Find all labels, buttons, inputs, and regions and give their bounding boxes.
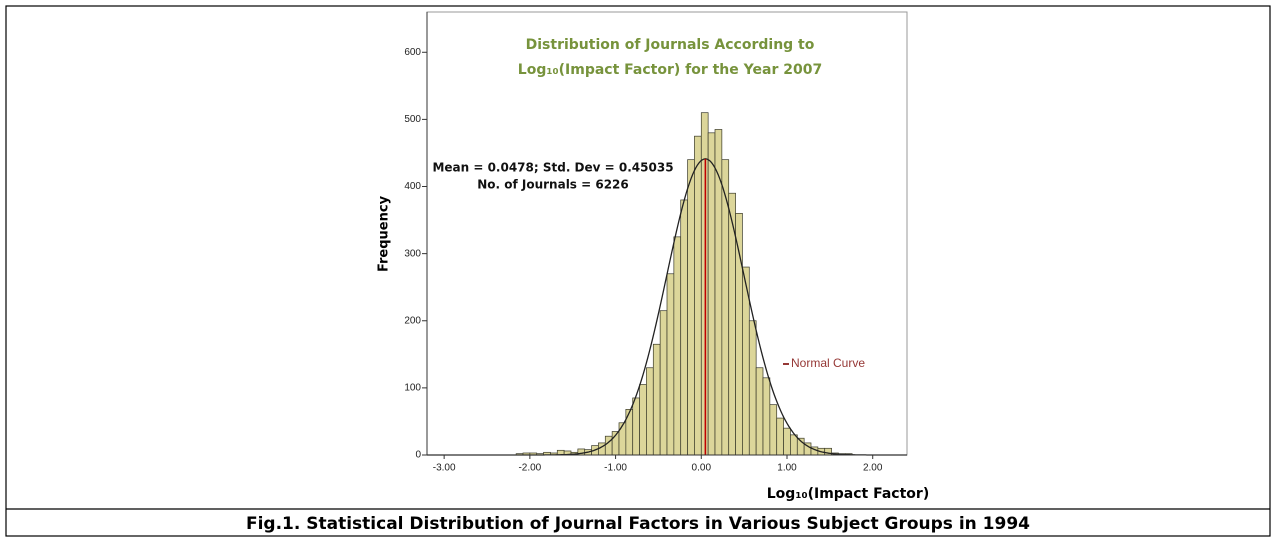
y-axis-label: Frequency — [377, 195, 392, 272]
y-tick-label: 200 — [404, 315, 421, 326]
y-tick-label: 100 — [404, 383, 421, 394]
bar — [652, 343, 661, 456]
bar — [755, 367, 764, 456]
bar — [639, 384, 647, 456]
x-tick-label: 2.00 — [863, 463, 883, 474]
legend-label: Normal Curve — [791, 356, 865, 370]
bar — [748, 320, 757, 456]
x-tick-label: 0.00 — [692, 463, 712, 474]
bar — [646, 367, 654, 456]
chart-title: Log₁₀(Impact Factor) for the Year 2007 — [518, 62, 822, 78]
y-tick-label: 600 — [404, 47, 421, 58]
x-tick-label: 1.00 — [777, 463, 797, 474]
annotation: No. of Journals = 6226 — [477, 178, 629, 192]
y-tick-label: 500 — [404, 114, 421, 125]
bar — [618, 422, 627, 456]
x-axis-label: Log₁₀(Impact Factor) — [767, 486, 929, 502]
x-tick-label: -1.00 — [604, 463, 627, 474]
bar — [694, 135, 702, 456]
bar — [680, 199, 688, 456]
bar — [707, 132, 716, 456]
y-tick-label: 400 — [404, 181, 421, 192]
bar — [783, 427, 791, 456]
x-tick-label: -2.00 — [518, 463, 541, 474]
figure-frame — [5, 5, 1271, 537]
bar — [673, 236, 682, 456]
bar — [666, 273, 675, 456]
bar — [769, 404, 778, 456]
caption: Fig.1. Statistical Distribution of Journ… — [246, 514, 1030, 534]
bar — [776, 417, 784, 456]
annotation: Mean = 0.0478; Std. Dev = 0.45035 — [432, 161, 673, 175]
y-tick-label: 0 — [415, 450, 421, 461]
bar — [687, 159, 695, 456]
bar — [632, 397, 640, 456]
bar — [714, 129, 723, 456]
bar — [604, 435, 613, 456]
y-tick-label: 300 — [404, 248, 421, 259]
bar — [659, 310, 668, 456]
bar — [762, 377, 771, 456]
x-tick-label: -3.00 — [433, 463, 456, 474]
chart-title: Distribution of Journals According to — [526, 37, 815, 53]
bar — [790, 434, 798, 456]
